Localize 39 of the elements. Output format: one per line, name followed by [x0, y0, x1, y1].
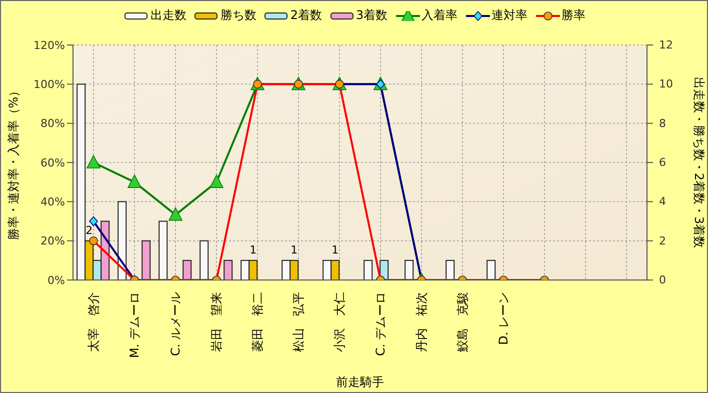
x-tick-label: 太宰 啓介: [86, 292, 100, 352]
y2-tick-label: 2: [659, 234, 666, 248]
x-tick-label: 松山 弘平: [292, 292, 306, 352]
y2-tick-label: 4: [659, 195, 666, 208]
y2-tick-label: 12: [659, 38, 673, 52]
x-tick-label: 鮫島 克駿: [456, 292, 470, 352]
y-tick-label: 80%: [40, 117, 65, 130]
legend-label: 3着数: [356, 7, 388, 24]
legend-label: 連対率: [492, 7, 528, 24]
x-tick-label: C. デムーロ: [374, 292, 388, 356]
x-tick-label: 岩田 望来: [210, 292, 224, 352]
x-tick-label: M. デムーロ: [128, 292, 142, 358]
x-tick-label: D. レーン: [496, 292, 510, 345]
y-tick-label: 120%: [34, 38, 65, 52]
y2-tick-label: 8: [659, 116, 666, 130]
y-tick-label: 60%: [40, 156, 65, 170]
legend-label: 出走数: [150, 7, 186, 24]
y2-tick-label: 10: [659, 78, 673, 91]
x-tick-label: 丹内 祐次: [414, 292, 428, 352]
y2-tick-label: 6: [659, 156, 666, 169]
y-tick-label: 20%: [40, 234, 65, 248]
x-axis-title: 前走騎手: [336, 375, 384, 389]
y-axis-title: 勝率・連対率・入着率（%）: [6, 84, 20, 240]
data-label: 2: [86, 224, 93, 237]
y2-axis-title: 出走数・勝ち数・2着数・3着数: [692, 76, 706, 248]
legend-label: 2着数: [290, 7, 322, 24]
data-label: 1: [250, 243, 257, 256]
x-tick-label: 小沢 大仁: [332, 292, 346, 352]
legend-label: 勝ち数: [220, 7, 256, 24]
y-tick-label: 0%: [48, 274, 65, 287]
x-tick-label: C. ルメール: [168, 292, 182, 356]
y2-tick-label: 0: [659, 274, 666, 286]
x-tick-label: 菱田 裕二: [250, 292, 264, 352]
y-tick-label: 100%: [34, 78, 65, 92]
legend-label: 入着率: [422, 7, 458, 24]
data-label: 1: [332, 243, 339, 256]
data-label: 1: [290, 243, 298, 256]
y-tick-label: 40%: [40, 196, 65, 209]
legend-label: 勝率: [562, 7, 586, 24]
